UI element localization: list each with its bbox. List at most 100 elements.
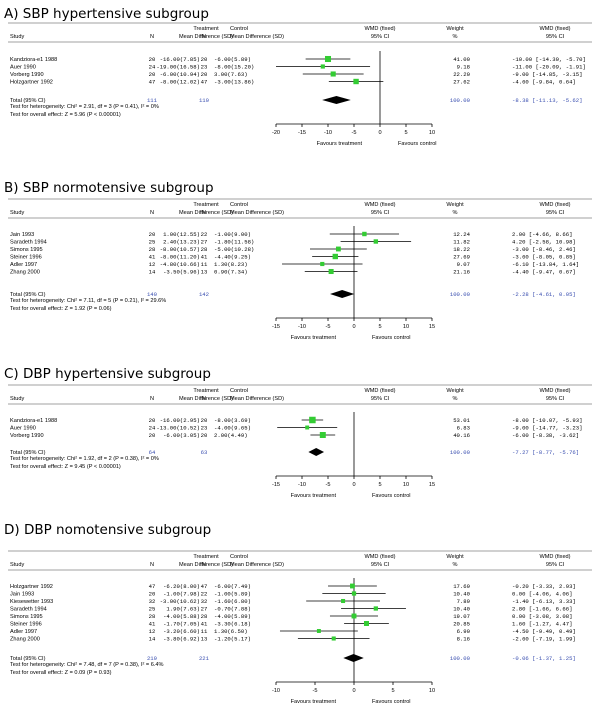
- total-treatment-n: 219: [147, 655, 157, 662]
- heterogeneity-test: Test for heterogeneity: Chi² = 7.11, df …: [10, 298, 166, 304]
- wmd-value: 2.80 [-1.66, 6.66]: [512, 606, 572, 613]
- weight-value: 22.20: [453, 71, 470, 78]
- panel-title: B) SBP normotensive subgroup: [4, 180, 214, 196]
- study-label: Saradeth 1994: [10, 240, 47, 246]
- treatment-n: 24: [149, 425, 156, 432]
- study-label: Holzgartner 1992: [10, 80, 53, 86]
- weight-value: 9.18: [457, 64, 470, 71]
- panel-b: B) SBP normotensive subgroup Study Treatm…: [0, 178, 600, 343]
- control-n: 11: [201, 261, 208, 268]
- header-wmd-ci: 95% CI: [546, 34, 565, 40]
- header-effect: WMD (fixed): [364, 388, 395, 394]
- x-tick-label: -5: [326, 324, 331, 330]
- control-n: 20: [201, 71, 208, 78]
- wmd-value: 1.60 [-1.27, 4.47]: [512, 621, 572, 628]
- wmd-value: 0.00 [-4.06, 4.06]: [512, 591, 572, 598]
- treatment-n: 25: [149, 606, 156, 613]
- header-weight: Weight: [446, 26, 464, 32]
- overall-effect-test: Test for overall effect: Z = 5.96 (P < 0…: [10, 112, 121, 118]
- favours-control-label: Favours control: [372, 335, 411, 341]
- treatment-md: -3.50(5.96): [163, 269, 200, 276]
- overall-effect-test: Test for overall effect: Z = 0.09 (P = 0…: [10, 670, 112, 676]
- header-n: N: [150, 396, 154, 402]
- x-tick-label: 0: [352, 324, 355, 330]
- control-md: 1.30(8.23): [214, 261, 248, 268]
- control-md: 2.00(4.49): [214, 432, 248, 439]
- heterogeneity-test: Test for heterogeneity: Chi² = 7.48, df …: [10, 662, 164, 668]
- estimate-marker: [363, 620, 369, 627]
- study-label: Steiner 1996: [10, 622, 42, 628]
- weight-value: 40.16: [453, 432, 470, 439]
- weight-value: 10.40: [453, 591, 470, 598]
- estimate-marker: [335, 246, 341, 252]
- overall-effect-test: Test for overall effect: Z = 1.92 (P = 0…: [10, 306, 112, 312]
- treatment-md: -6.00(3.05): [163, 432, 200, 439]
- treatment-md: -13.00(10.52): [156, 425, 200, 432]
- x-tick-label: 15: [429, 482, 435, 488]
- treatment-n: 41: [149, 254, 156, 261]
- x-tick-label: -20: [272, 130, 280, 136]
- header-control: Control: [230, 202, 248, 208]
- treatment-n: 14: [149, 636, 156, 643]
- weight-value: 53.01: [453, 417, 470, 424]
- study-label: Kandziora-e1 1988: [10, 418, 57, 424]
- treatment-n: 20: [149, 432, 156, 439]
- weight-value: 7.89: [457, 598, 470, 605]
- header-study: Study: [10, 34, 25, 40]
- control-md: -5.00(10.28): [214, 246, 254, 253]
- header-control: Control: [230, 388, 248, 394]
- wmd-value: -3.00 [-8.46, 2.46]: [512, 246, 576, 253]
- treatment-n: 28: [149, 613, 156, 620]
- weight-value: 27.62: [453, 79, 470, 86]
- treatment-n: 32: [149, 598, 156, 605]
- header-treatment-md: Mean Difference (SD): [179, 210, 233, 216]
- control-md: -1.00(9.00): [214, 231, 251, 238]
- control-md: -8.00(3.69): [214, 417, 251, 424]
- total-treatment-n: 111: [147, 97, 158, 104]
- treatment-md: -16.00(2.95): [160, 417, 200, 424]
- header-treatment-md: Mean Difference (SD): [179, 396, 233, 402]
- wmd-value: -4.40 [-9.47, 0.67]: [512, 269, 576, 276]
- control-n: 23: [201, 425, 208, 432]
- estimate-marker: [351, 591, 357, 596]
- favours-treatment-label: Favours treatment: [291, 699, 337, 705]
- x-tick-label: 5: [404, 130, 407, 136]
- header-n: N: [202, 562, 206, 568]
- pooled-diamond: [330, 290, 355, 298]
- control-md: -1.20(5.17): [214, 636, 251, 643]
- study-label: Adler 1997: [10, 262, 37, 268]
- estimate-marker: [320, 261, 325, 267]
- study-label: Jain 1993: [10, 232, 34, 238]
- x-tick-label: -10: [272, 688, 280, 694]
- treatment-md: -4.00(5.88): [163, 613, 200, 620]
- x-tick-label: 5: [391, 688, 394, 694]
- control-n: 47: [201, 79, 208, 86]
- header-weight-unit: %: [453, 396, 458, 402]
- control-n: 23: [201, 64, 208, 71]
- treatment-n: 47: [149, 583, 156, 590]
- header-wmd-ci: 95% CI: [546, 210, 565, 216]
- estimate-marker: [341, 598, 346, 604]
- weight-value: 9.07: [457, 261, 470, 268]
- estimate-marker: [309, 416, 316, 424]
- weight-value: 6.90: [457, 628, 471, 635]
- study-label: Auer 1990: [10, 426, 36, 432]
- treatment-md: 2.40(13.23): [163, 239, 200, 246]
- panel-title: D) DBP nomotensive subgroup: [4, 522, 212, 538]
- header-n: N: [150, 562, 154, 568]
- treatment-n: 25: [149, 239, 156, 246]
- x-tick-label: 0: [352, 688, 355, 694]
- header-weight-unit: %: [453, 210, 458, 216]
- control-n: 22: [201, 591, 208, 598]
- header-effect-ci: 95% CI: [371, 562, 390, 568]
- treatment-md: -3.00(10.62): [160, 598, 200, 605]
- header-control: Control: [230, 26, 248, 32]
- weight-value: 19.07: [453, 613, 470, 620]
- total-wmd: -2.28 [-4.61, 0.05]: [512, 291, 576, 298]
- study-label: Vorberg 1990: [10, 72, 44, 78]
- total-weight: 100.00: [450, 449, 471, 456]
- weight-value: 11.82: [453, 239, 470, 246]
- header-treatment: Treatment: [193, 388, 219, 394]
- treatment-md: 1.00(12.55): [163, 231, 200, 238]
